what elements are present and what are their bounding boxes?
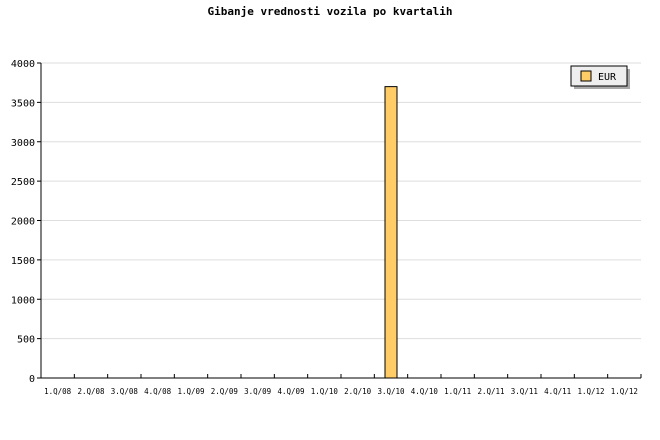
y-tick-label: 0 bbox=[29, 374, 35, 385]
y-tick-label: 2000 bbox=[11, 217, 35, 228]
y-tick-label: 500 bbox=[17, 335, 35, 346]
x-tick-label: 4.Q/10 bbox=[411, 387, 439, 396]
x-tick-label: 1.Q/12 bbox=[611, 387, 638, 396]
x-tick-label: 2.Q/08 bbox=[77, 387, 105, 396]
x-tick-label: 3.Q/08 bbox=[111, 387, 139, 396]
x-tick-label: 3.Q/10 bbox=[377, 387, 405, 396]
y-tick-label: 2500 bbox=[11, 177, 35, 188]
x-tick-label: 1.Q/09 bbox=[177, 387, 204, 396]
y-tick-label: 3000 bbox=[11, 138, 35, 149]
x-tick-label: 4.Q/08 bbox=[144, 387, 172, 396]
y-tick-label: 1000 bbox=[11, 295, 35, 306]
x-tick-label: 1.Q/10 bbox=[311, 387, 339, 396]
x-tick-label: 3.Q/09 bbox=[244, 387, 271, 396]
x-tick-label: 2.Q/11 bbox=[477, 387, 504, 396]
x-tick-label: 2.Q/09 bbox=[211, 387, 238, 396]
legend-swatch-eur bbox=[580, 70, 592, 82]
chart-title: Gibanje vrednosti vozila po kvartalih bbox=[207, 5, 452, 18]
y-tick-label: 4000 bbox=[11, 59, 35, 70]
x-tick-label: 1.Q/12 bbox=[577, 387, 604, 396]
x-tick-label: 1.Q/08 bbox=[44, 387, 72, 396]
y-tick-label: 3500 bbox=[11, 98, 35, 109]
legend: EUR bbox=[570, 65, 630, 89]
y-tick-label: 1500 bbox=[11, 256, 35, 267]
x-tick-label: 3.Q/11 bbox=[511, 387, 538, 396]
x-tick-label: 1.Q/11 bbox=[444, 387, 471, 396]
x-tick-label: 4.Q/09 bbox=[277, 387, 304, 396]
x-tick-label: 4.Q/11 bbox=[544, 387, 571, 396]
x-tick-label: 2.Q/10 bbox=[344, 387, 372, 396]
legend-label-eur: EUR bbox=[598, 72, 617, 83]
bar-3.Q/10 bbox=[384, 86, 398, 379]
